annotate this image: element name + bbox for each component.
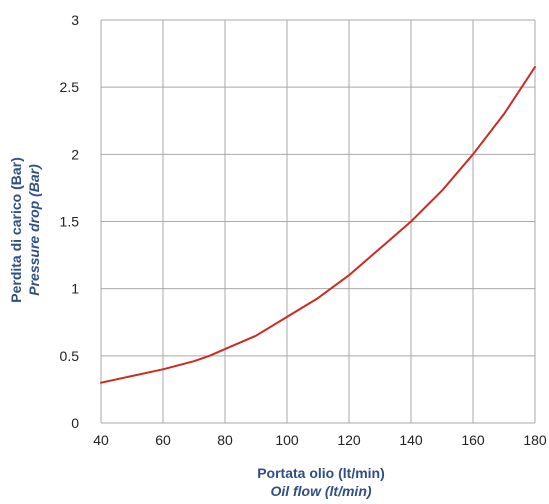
y-axis-title: Perdita di carico (Bar) [8,157,24,303]
series-line [100,66,536,384]
series-lines [100,66,536,384]
y-tick-label: 2.5 [60,79,80,95]
y-tick-label: 3 [71,12,79,28]
y-tick-labels: 0 0.5 1 1.5 2 2.5 3 [60,12,80,431]
y-tick-label: 2 [71,146,79,162]
y-tick-label: 0.5 [60,348,80,364]
x-tick-label: 40 [93,432,109,448]
x-tick-label: 160 [461,432,485,448]
x-tick-labels: 40 60 80 100 120 140 160 180 [93,432,547,448]
y-tick-label: 0 [71,415,79,431]
x-tick-label: 120 [337,432,361,448]
x-axis-title: Portata olio (lt/min) [257,465,385,481]
x-tick-label: 60 [155,432,171,448]
x-axis-title-en: Oil flow (lt/min) [270,483,371,499]
grid [100,19,536,424]
x-tick-label: 80 [217,432,233,448]
y-axis-title-en: Pressure drop (Bar) [26,164,42,296]
y-tick-label: 1 [71,281,79,297]
x-tick-label: 180 [523,432,547,448]
x-tick-label: 140 [399,432,423,448]
y-tick-label: 1.5 [60,214,80,230]
x-tick-label: 100 [275,432,299,448]
